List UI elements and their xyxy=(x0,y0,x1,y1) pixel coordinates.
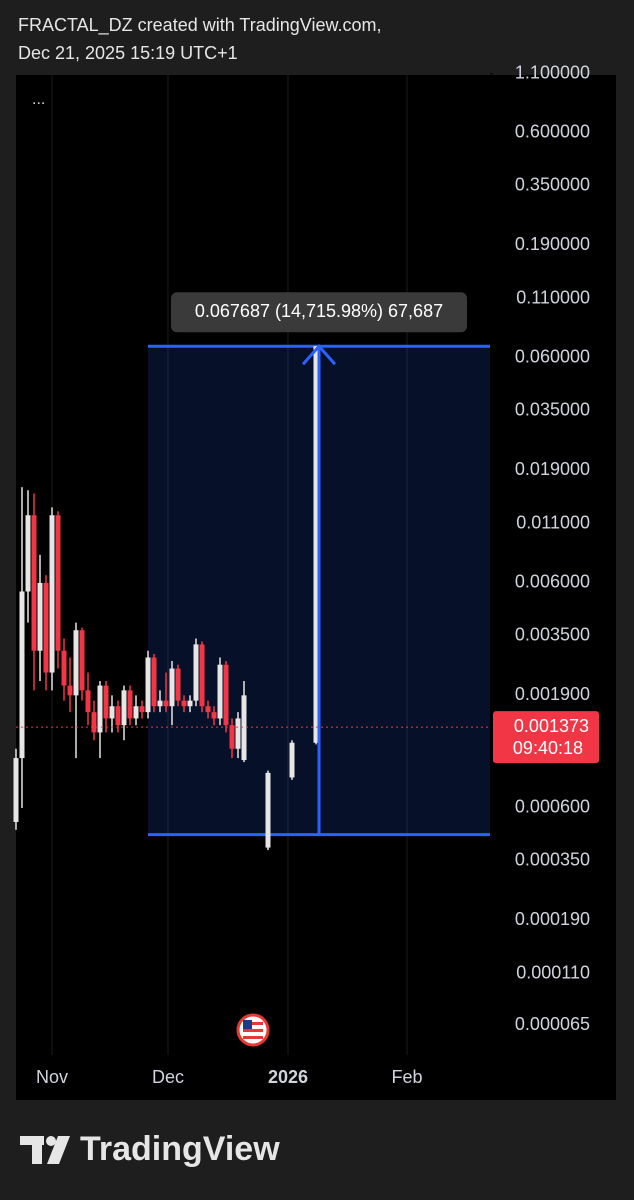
x-tick-label: Nov xyxy=(36,1067,68,1087)
candle-body xyxy=(265,772,271,848)
y-tick-label: 0.000600 xyxy=(515,797,590,817)
candle-body xyxy=(49,515,55,673)
y-tick-label: 0.000065 xyxy=(515,1014,590,1034)
candle-body xyxy=(73,630,79,696)
candle-body xyxy=(187,700,193,707)
logo-part xyxy=(47,1136,70,1164)
candle-body xyxy=(43,582,49,673)
candle-body xyxy=(85,690,91,713)
candle-body xyxy=(169,668,175,707)
candle-body xyxy=(67,685,73,696)
candle-body xyxy=(37,582,43,651)
y-tick-label: 0.110000 xyxy=(516,288,590,308)
flag-stripe xyxy=(243,1022,263,1025)
last-price-tag xyxy=(493,711,599,764)
y-tick-label: 0.000110 xyxy=(516,963,590,983)
y-tick-label: 1.100000 xyxy=(515,62,590,82)
last-price-label: 0.001373 xyxy=(514,716,589,736)
y-tick-label: 0.350000 xyxy=(515,174,590,194)
y-tick-label: 0.060000 xyxy=(515,347,590,367)
last-time-label: 09:40:18 xyxy=(513,738,583,758)
logo-part xyxy=(46,1136,56,1146)
menu[interactable]: ... xyxy=(32,91,45,108)
candle-body xyxy=(91,712,97,733)
candle-body xyxy=(25,515,31,592)
y-tick-label: 0.035000 xyxy=(515,399,590,419)
range-arrow-head xyxy=(301,343,337,366)
candle-body xyxy=(139,706,145,713)
flag-stripe xyxy=(243,1029,263,1032)
candle-body xyxy=(181,700,187,707)
candle-body xyxy=(157,700,163,707)
logo-part xyxy=(32,1136,42,1164)
candle-body xyxy=(217,664,223,719)
y-tick-label: 0.000190 xyxy=(515,909,590,929)
y-tick-label: 0.000350 xyxy=(515,849,590,869)
candle-body xyxy=(19,591,25,759)
x-tick-label: Feb xyxy=(392,1067,423,1087)
x-tick-label: 2026 xyxy=(268,1067,308,1087)
candle-body xyxy=(103,685,109,719)
candle-body xyxy=(61,650,67,686)
candle-body xyxy=(79,630,85,691)
candle-body xyxy=(97,685,103,733)
candle-body xyxy=(163,700,169,707)
candle-body xyxy=(175,668,181,701)
candle-body xyxy=(211,712,217,719)
candle-body xyxy=(145,657,151,713)
flag-stripe xyxy=(243,1036,263,1039)
y-tick-label: 0.190000 xyxy=(515,234,590,254)
y-tick-label: 0.019000 xyxy=(515,459,590,479)
candle-body xyxy=(55,515,61,651)
y-tick-label: 0.011000 xyxy=(516,513,590,533)
candle-body xyxy=(133,706,139,719)
candle-body xyxy=(313,346,319,743)
candle-body xyxy=(199,644,205,707)
header-line: FRACTAL_DZ created with TradingView.com, xyxy=(18,15,381,36)
candle-body xyxy=(109,706,115,719)
candle-body xyxy=(13,758,19,822)
flag-canton xyxy=(243,1020,252,1029)
candle-body xyxy=(223,664,229,726)
candle-body xyxy=(115,706,121,726)
candle-body xyxy=(31,515,37,651)
candle-body xyxy=(205,706,211,713)
candle-body xyxy=(151,657,157,707)
events-flag[interactable] xyxy=(236,1013,270,1047)
candle-body xyxy=(235,718,241,749)
candle-body xyxy=(121,690,127,726)
candle-body xyxy=(127,690,133,719)
x-tick-label: Dec xyxy=(152,1067,184,1087)
candle-body xyxy=(193,644,199,701)
y-tick-label: 0.003500 xyxy=(515,624,590,644)
candle-body xyxy=(229,725,235,749)
candle-body xyxy=(289,742,295,778)
brand-logo xyxy=(20,1136,70,1164)
brand-name: TradingView xyxy=(80,1130,280,1168)
header-line: Dec 21, 2025 15:19 UTC+1 xyxy=(18,43,238,63)
candle-body xyxy=(241,695,247,761)
range-label-box xyxy=(171,292,467,333)
y-tick-label: 0.001900 xyxy=(515,684,590,704)
y-tick-label: 0.600000 xyxy=(515,122,590,142)
y-tick-label: 0.006000 xyxy=(515,572,590,592)
range-label: 0.067687 (14,715.98%) 67,687 xyxy=(195,301,443,321)
